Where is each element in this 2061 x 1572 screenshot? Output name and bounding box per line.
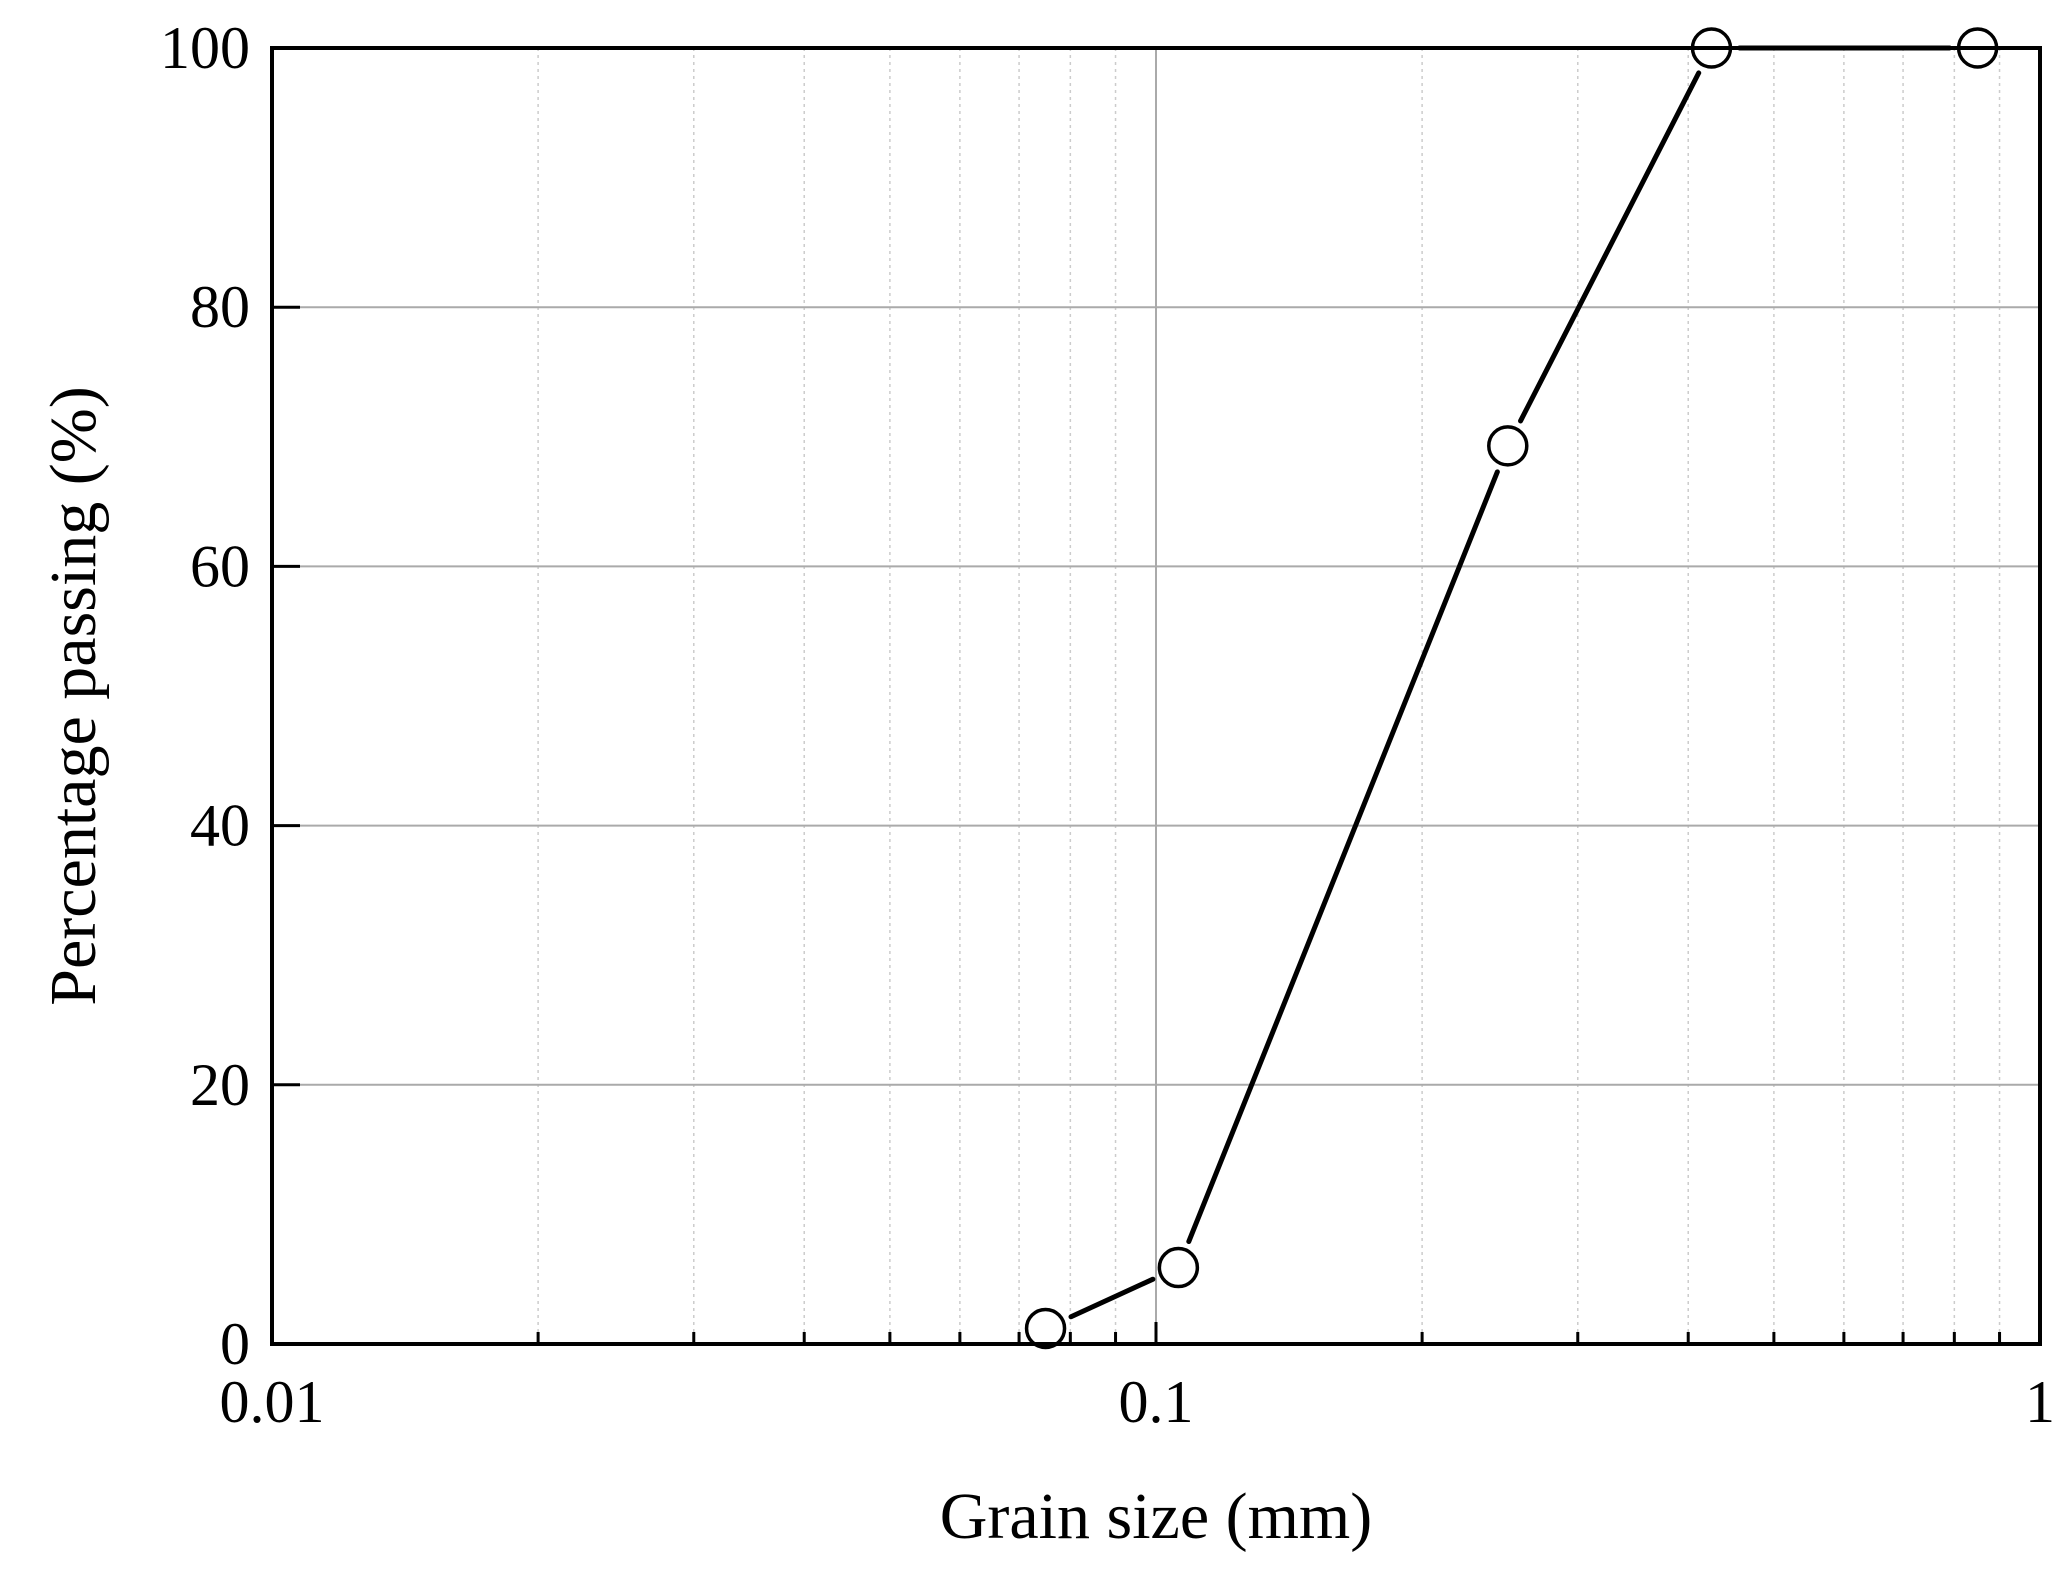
major-gridlines	[272, 48, 2040, 1344]
x-tick-label: 0.01	[220, 1369, 325, 1435]
x-tick-label: 1	[2025, 1369, 2055, 1435]
data-point	[1487, 425, 1529, 467]
minor-gridlines	[537, 48, 2001, 1344]
x-tick-labels: 0.01 0.1 1	[220, 1369, 2056, 1435]
y-tick-label: 100	[160, 15, 250, 81]
x-tick-label: 0.1	[1119, 1369, 1194, 1435]
y-tick-label: 0	[220, 1311, 250, 1377]
series-line-segment	[1518, 70, 1702, 424]
data-point	[1157, 1246, 1200, 1289]
y-tick-label: 80	[190, 274, 250, 340]
y-tick-labels: 0 20 40 60 80 100	[160, 15, 250, 1377]
y-tick-label: 40	[190, 793, 250, 859]
y-tick-label: 60	[190, 533, 250, 599]
series-line-segment	[1186, 469, 1500, 1245]
data-point	[1024, 1307, 1067, 1350]
y-tick-label: 20	[190, 1052, 250, 1118]
y-axis-title: Percentage passing (%)	[37, 386, 110, 1005]
data-series	[1024, 27, 1999, 1350]
series-line-segment	[1068, 1276, 1156, 1320]
plot-frame	[270, 46, 2042, 1346]
x-axis-title: Grain size (mm)	[940, 1480, 1373, 1553]
